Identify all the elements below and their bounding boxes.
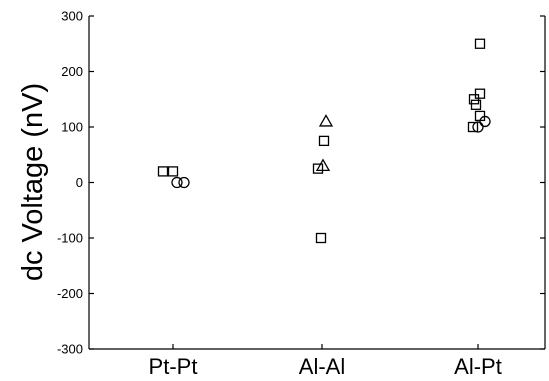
square-point [467, 121, 479, 133]
circle-point [178, 176, 190, 189]
square-point [315, 232, 327, 244]
square-point [312, 163, 324, 174]
square-point [468, 94, 480, 105]
circle-point [171, 176, 183, 189]
axes [88, 16, 546, 350]
y-tick-label: -200 [57, 286, 83, 301]
x-category-label: Pt-Pt [149, 354, 198, 379]
square-point [157, 166, 169, 177]
circle-point [472, 121, 484, 133]
square-point [318, 135, 330, 147]
triangle-point [318, 114, 334, 127]
y-tick-label: -100 [57, 231, 83, 246]
x-category-labels: Pt-Pt Al-Al Al-Pt [149, 344, 502, 379]
x-category-label: Al-Pt [454, 354, 502, 379]
y-axis-label: dc Voltage (nV) [17, 83, 49, 281]
square-point [474, 38, 486, 49]
data-points [157, 38, 491, 244]
y-ticks: -300 -200 -100 0 100 200 300 [57, 9, 545, 357]
y-tick-label: 0 [76, 175, 83, 190]
square-point [167, 166, 179, 177]
y-tick-label: 100 [61, 120, 83, 135]
y-tick-label: 300 [61, 9, 83, 24]
y-tick-label: -300 [57, 342, 83, 357]
x-category-label: Al-Al [299, 354, 345, 379]
triangle-point [315, 158, 331, 172]
y-tick-label: 200 [61, 64, 83, 79]
square-point [470, 99, 482, 110]
circle-point [479, 115, 491, 128]
square-point [474, 88, 486, 99]
